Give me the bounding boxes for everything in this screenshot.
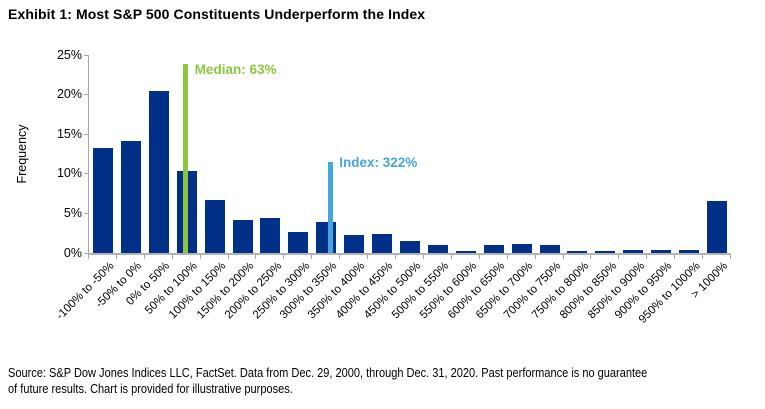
x-tick-mark (339, 255, 341, 259)
x-tick-mark (506, 255, 508, 259)
bar-450% to 500% (400, 241, 420, 253)
x-tick-mark (283, 255, 285, 259)
bar-250% to 300% (288, 231, 309, 253)
x-tick-mark (450, 255, 452, 259)
x-tick-mark (88, 255, 89, 259)
bar-300% to 350% (316, 222, 337, 253)
x-tick-mark (227, 255, 229, 259)
x-tick-mark (674, 255, 676, 259)
y-axis-title: Frequency (15, 124, 29, 184)
bar-950% to 1000% (679, 249, 700, 253)
source-note-line1: Source: S&P Dow Jones Indices LLC, FactS… (8, 366, 648, 380)
bar-400% to 450% (372, 234, 393, 253)
x-tick-mark (646, 255, 648, 259)
x-tick-mark (730, 255, 731, 259)
bar-700% to 750% (539, 245, 560, 253)
bar--50% to 0% (120, 141, 141, 253)
x-tick-mark (199, 255, 201, 259)
y-tick-label-0: 0% (63, 245, 82, 260)
y-tick-mark (84, 173, 88, 175)
y-tick-label-20: 20% (56, 87, 82, 102)
index-marker-line (327, 161, 333, 253)
bar-350% to 400% (344, 234, 365, 253)
y-tick-label-25: 25% (56, 47, 82, 62)
y-tick-mark (84, 94, 88, 96)
x-tick-mark (311, 255, 313, 259)
bar-850% to 900% (623, 249, 644, 253)
y-tick-label-15: 15% (56, 126, 82, 141)
x-tick-mark (115, 255, 117, 259)
x-tick-mark (255, 255, 257, 259)
x-tick-mark (422, 255, 424, 259)
x-tick-mark (534, 255, 536, 259)
x-tick-mark (618, 255, 620, 259)
x-tick-mark (367, 255, 369, 259)
y-tick-mark (84, 133, 88, 135)
bar-150% to 200% (232, 219, 253, 253)
plot-area (88, 55, 731, 255)
bar-600% to 650% (483, 245, 504, 253)
x-tick-mark (702, 255, 704, 259)
x-tick-mark (562, 255, 564, 259)
bar-500% to 550% (427, 245, 448, 253)
bar-900% to 950% (651, 249, 672, 253)
bar--100% to -50% (92, 148, 113, 253)
median-marker-line (183, 63, 189, 253)
bar-0% to 50% (148, 90, 169, 253)
bar-> 1000% (707, 200, 728, 253)
y-tick-mark (84, 54, 88, 56)
x-tick-mark (590, 255, 592, 259)
x-tick-mark (143, 255, 145, 259)
bar-750% to 800% (567, 250, 588, 253)
y-tick-mark (84, 252, 88, 254)
x-tick-mark (395, 255, 397, 259)
bar-800% to 850% (595, 251, 616, 253)
median-annotation-label: Median: 63% (194, 61, 277, 77)
y-tick-mark (84, 212, 88, 214)
x-tick-mark (171, 255, 173, 259)
bar-100% to 150% (204, 199, 225, 253)
chart-title: Exhibit 1: Most S&P 500 Constituents Und… (8, 6, 426, 22)
y-tick-label-10: 10% (56, 166, 82, 181)
source-note: Source: S&P Dow Jones Indices LLC, FactS… (8, 366, 761, 397)
index-annotation-label: Index: 322% (339, 154, 418, 170)
x-tick-mark (478, 255, 480, 259)
bar-550% to 600% (455, 251, 476, 253)
y-tick-label-5: 5% (63, 205, 82, 220)
bar-650% to 700% (511, 243, 532, 253)
bar-200% to 250% (260, 218, 281, 253)
source-note-line2: of future results. Chart is provided for… (8, 381, 293, 396)
